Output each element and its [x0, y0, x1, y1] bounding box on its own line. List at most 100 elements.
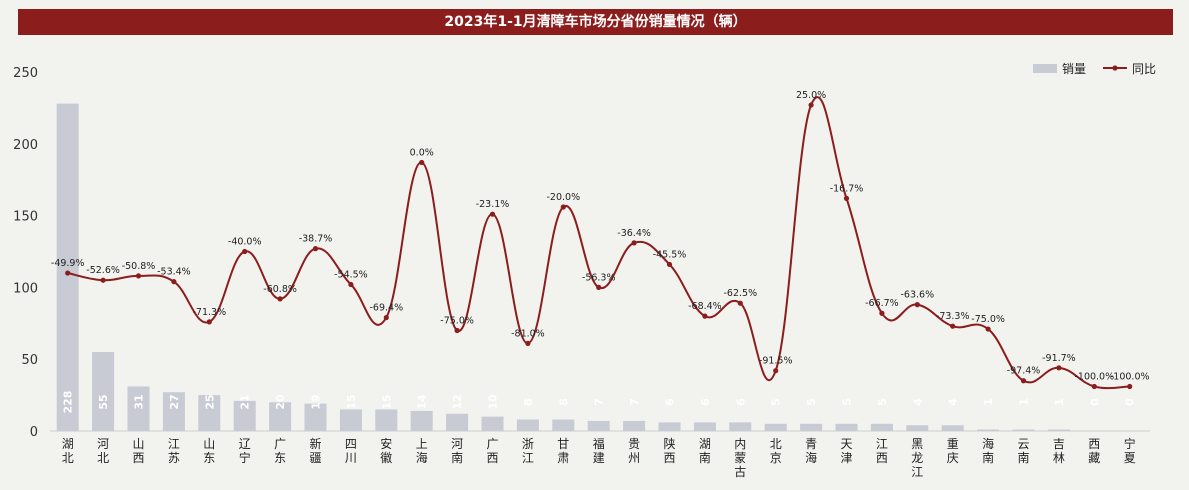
bar: [162, 392, 185, 431]
bar: [481, 416, 504, 431]
category-label: 甘肃: [557, 437, 569, 465]
bar-value-label: 31: [133, 394, 146, 409]
yoy-point: [419, 159, 425, 166]
yoy-label: -56.3%: [582, 272, 616, 283]
bar-value-label: 6: [699, 398, 712, 406]
bar-value-label: 21: [239, 394, 252, 409]
yoy-point: [171, 279, 177, 285]
category-label: 重庆: [947, 437, 959, 465]
yoy-label: -68.4%: [688, 301, 722, 312]
category-label: 山东: [203, 437, 215, 465]
bar: [623, 420, 646, 431]
bar-value-label: 5: [805, 398, 818, 406]
category-label: 北京: [770, 437, 782, 465]
bar-value-label: 7: [628, 398, 641, 406]
category-label: 广东: [274, 437, 286, 465]
bar: [729, 422, 752, 431]
yoy-point: [702, 313, 708, 319]
yoy-label: -100.0%: [1074, 371, 1114, 382]
category-label: 浙江: [522, 437, 534, 465]
bar-value-label: 10: [487, 394, 500, 410]
category-label: 江西: [876, 437, 888, 465]
category-label: 山西: [132, 437, 144, 465]
legend-swatch-bar: [1033, 64, 1057, 73]
yoy-point: [666, 261, 673, 268]
legend-label-bar: 销量: [1062, 62, 1086, 76]
bar-value-label: 4: [911, 398, 924, 406]
category-label: 西藏: [1088, 437, 1100, 465]
yoy-point: [879, 310, 885, 316]
yoy-label: -49.9%: [51, 258, 85, 269]
category-label: 陕西: [663, 436, 675, 465]
bar: [269, 402, 292, 431]
category-label: 吉林: [1053, 437, 1065, 465]
bar-value-label: 5: [770, 398, 783, 406]
category-label: 河南: [451, 437, 463, 465]
bar-value-label: 1: [1053, 398, 1066, 406]
bar: [1047, 429, 1070, 431]
bar-value-label: 1: [982, 398, 995, 406]
bar: [375, 409, 398, 431]
bar-value-label: 20: [274, 394, 287, 410]
bar-value-label: 6: [664, 398, 677, 406]
yoy-label: -91.7%: [1042, 353, 1076, 364]
x-axis: 湖北河北山西江苏山东辽宁广东新疆四川安徽上海河南广西浙江甘肃福建贵州陕西湖南内蒙…: [62, 436, 1136, 479]
category-label: 云南: [1017, 437, 1029, 465]
yoy-point: [737, 300, 743, 306]
yoy-label: -53.4%: [157, 267, 191, 278]
bar: [835, 423, 858, 431]
bar: [304, 403, 327, 431]
yoy-label: 25.0%: [796, 90, 826, 101]
yoy-point: [773, 368, 779, 374]
yoy-label: -20.0%: [546, 192, 580, 203]
yoy-point: [312, 246, 319, 252]
yoy-label: -97.4%: [1007, 366, 1041, 377]
category-label: 河北: [97, 437, 109, 465]
bar-value-label: 27: [168, 394, 181, 409]
bar-value-label: 4: [947, 398, 960, 406]
yoy-label: -75.0%: [971, 314, 1005, 325]
yoy-point: [950, 323, 956, 329]
bar: [339, 409, 362, 431]
yoy-point: [454, 327, 460, 334]
yoy-label: -23.1%: [476, 199, 510, 210]
yoy-point: [560, 204, 566, 210]
category-label: 上海: [416, 437, 428, 465]
bar: [198, 395, 221, 431]
bar: [446, 413, 469, 431]
yoy-label: -69.4%: [369, 303, 403, 314]
yoy-label: -36.4%: [617, 228, 651, 239]
yoy-label: -62.5%: [723, 288, 757, 299]
bar-value-label: 5: [876, 398, 889, 406]
yoy-label: -100.0%: [1110, 371, 1150, 382]
yoy-point: [1091, 383, 1097, 390]
bar: [127, 386, 150, 431]
yoy-label: -63.6%: [900, 290, 934, 301]
yoy-point: [525, 340, 531, 347]
category-label: 宁夏: [1124, 436, 1136, 465]
category-label: 青海: [805, 437, 817, 465]
bar: [552, 419, 575, 431]
bar: [92, 352, 115, 431]
bar: [233, 400, 256, 431]
legend-marker-line: [1112, 65, 1118, 71]
yoy-point: [348, 281, 354, 288]
yoy-label: -60.8%: [263, 284, 297, 295]
bar: [870, 423, 893, 431]
yoy-line: -49.9%-52.6% -50.8%-53.4% -71.3% -40.0% -60.…: [51, 90, 1150, 390]
bar-value-label: 1: [1018, 398, 1031, 406]
yoy-label: -75.0%: [440, 315, 474, 326]
yoy-point: [206, 319, 212, 325]
yoy-point: [383, 314, 389, 321]
yoy-point: [65, 270, 71, 276]
bar: [658, 422, 681, 431]
yoy-label: -45.5%: [653, 249, 687, 260]
yoy-point: [985, 326, 991, 332]
yoy-label: -81.0%: [511, 328, 545, 339]
yoy-point: [1056, 365, 1062, 371]
category-label: 湖北: [62, 436, 74, 465]
category-label: 福建: [593, 436, 605, 465]
bar: [587, 420, 610, 431]
bar-value-label: 25: [203, 394, 216, 409]
